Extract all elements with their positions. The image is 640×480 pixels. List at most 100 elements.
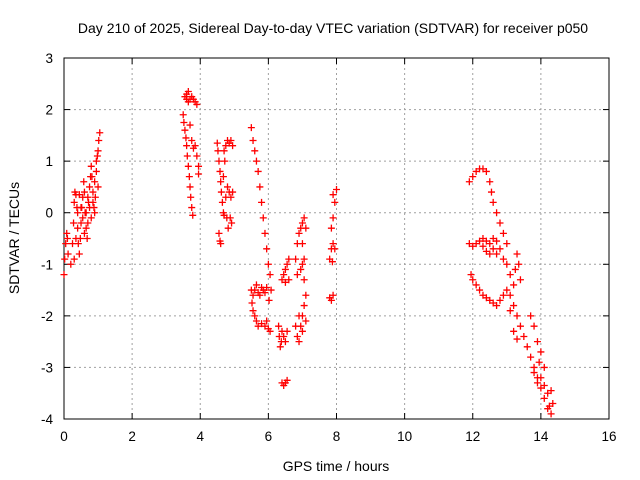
data-point-plus: [513, 335, 521, 343]
data-point-plus: [182, 134, 190, 142]
data-point-plus: [329, 240, 337, 248]
data-point-plus: [248, 299, 256, 307]
data-point-plus: [72, 235, 80, 242]
data-point-plus: [533, 338, 541, 346]
data-point-plus: [229, 142, 237, 150]
grid: [64, 58, 609, 419]
data-point-plus: [185, 173, 193, 181]
data-point-plus: [516, 276, 524, 284]
data-point-plus: [74, 224, 82, 232]
data-point-plus: [91, 178, 99, 186]
data-point-plus: [275, 322, 283, 330]
data-point-plus: [328, 258, 336, 266]
data-point-plus: [482, 247, 490, 255]
data-point-plus: [86, 204, 94, 212]
data-point-plus: [96, 129, 104, 137]
data-point-plus: [263, 317, 271, 325]
data-point-plus: [489, 245, 497, 253]
data-point-plus: [261, 229, 269, 237]
data-point-plus: [89, 188, 97, 196]
data-point-plus: [224, 224, 232, 232]
data-point-plus: [221, 157, 229, 165]
y-axis-ticks: -4 -3 -2 -1 0 1 2 3: [41, 51, 609, 427]
y-tick-label: 3: [45, 51, 53, 66]
data-point-plus: [300, 255, 308, 263]
data-point-plus: [195, 170, 203, 178]
data-point-plus: [298, 219, 306, 227]
data-point-plus: [92, 157, 100, 165]
data-point-plus: [252, 157, 260, 165]
data-point-plus: [487, 188, 495, 196]
data-point-plus: [217, 178, 225, 186]
data-point-plus: [479, 242, 487, 250]
data-point-plus: [62, 240, 70, 248]
data-point-plus: [94, 147, 102, 155]
data-point-plus: [280, 271, 288, 279]
data-point-plus: [496, 296, 504, 304]
y-tick-label: -3: [41, 360, 53, 375]
data-point-plus: [506, 291, 514, 299]
data-point-plus: [193, 152, 201, 160]
y-tick-label: -1: [41, 257, 53, 272]
x-tick-label: 6: [265, 429, 273, 444]
data-point-plus: [247, 124, 255, 132]
data-point-plus: [60, 271, 68, 279]
data-point-plus: [86, 183, 94, 191]
data-point-plus: [283, 376, 291, 384]
data-point-plus: [506, 307, 514, 315]
data-point-plus: [510, 281, 518, 289]
data-point-plus: [64, 250, 72, 258]
data-point-plus: [499, 255, 507, 263]
data-point-plus: [183, 142, 191, 150]
data-point-plus: [329, 291, 337, 299]
data-point-plus: [327, 224, 335, 232]
data-point-plus: [516, 322, 524, 330]
data-point-plus: [297, 322, 305, 330]
data-point-plus: [74, 209, 82, 217]
data-point-plus: [533, 379, 541, 387]
data-point-plus: [214, 147, 222, 155]
data-point-plus: [513, 312, 521, 320]
data-point-plus: [537, 374, 545, 382]
data-point-plus: [213, 139, 221, 147]
data-point-plus: [220, 147, 228, 155]
data-point-plus: [184, 98, 192, 106]
data-point-plus: [263, 245, 271, 253]
data-point-plus: [499, 291, 507, 299]
data-point-plus: [510, 327, 518, 335]
data-point-plus: [515, 260, 523, 268]
data-point-plus: [77, 204, 85, 212]
data-point-plus: [513, 250, 521, 258]
data-point-plus: [527, 353, 535, 361]
data-point-plus: [91, 209, 99, 217]
data-point-plus: [295, 312, 303, 320]
data-point-plus: [67, 260, 75, 268]
data-point-plus: [530, 369, 538, 377]
data-point-plus: [281, 338, 289, 346]
data-point-plus: [195, 162, 203, 170]
data-point-plus: [63, 235, 71, 242]
data-point-plus: [300, 276, 308, 284]
data-point-plus: [254, 167, 262, 175]
y-tick-label: 2: [45, 103, 53, 118]
data-point-plus: [295, 229, 303, 237]
data-point-plus: [179, 111, 187, 119]
data-point-plus: [218, 198, 226, 206]
data-point-plus: [295, 338, 303, 346]
data-point-plus: [469, 276, 477, 284]
data-point-plus: [496, 219, 504, 227]
data-point-plus: [467, 271, 475, 279]
data-point-plus: [249, 291, 257, 299]
x-tick-label: 16: [601, 429, 616, 444]
data-point-plus: [184, 162, 192, 170]
data-points: [60, 88, 557, 418]
data-point-plus: [217, 188, 225, 196]
data-point-plus: [486, 178, 494, 186]
data-point-plus: [329, 191, 337, 199]
data-point-plus: [249, 307, 257, 315]
x-axis-label: GPS time / hours: [283, 458, 390, 474]
data-point-plus: [302, 317, 310, 325]
data-point-plus: [84, 219, 92, 227]
data-point-plus: [493, 302, 501, 310]
